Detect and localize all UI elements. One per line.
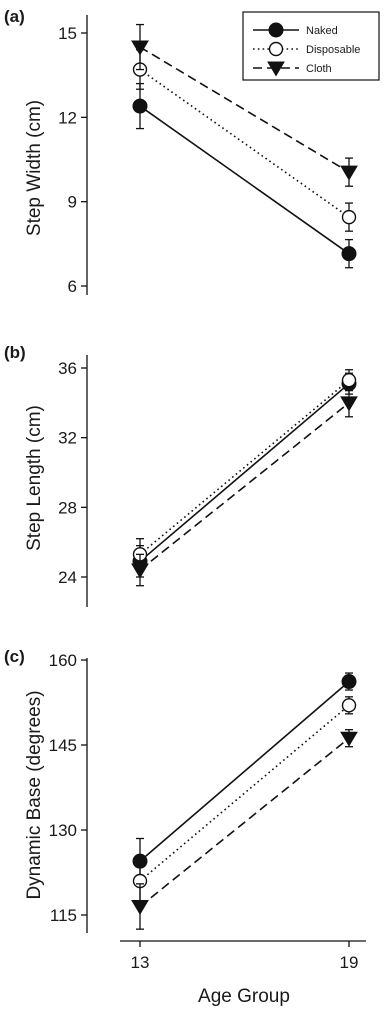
x-tick-label: 13 <box>131 953 150 972</box>
y-axis-title: Dynamic Base (degrees) <box>24 690 45 899</box>
data-point <box>340 731 358 747</box>
panel-b: (b) 24 28 32 36 Step Length (cm) <box>4 343 358 607</box>
y-tick-label: 36 <box>58 359 77 378</box>
y-axis-title: Step Width (cm) <box>24 100 45 236</box>
data-point <box>341 674 357 690</box>
series-disposable <box>132 696 357 902</box>
legend-marker <box>268 22 284 38</box>
data-point <box>131 563 149 579</box>
y-tick-label: 145 <box>49 736 77 755</box>
data-point <box>340 396 358 412</box>
y-tick-label: 9 <box>68 193 77 212</box>
legend-label: Naked <box>306 25 338 37</box>
series-line <box>139 704 350 882</box>
y-tick-label: 130 <box>49 821 77 840</box>
data-point <box>131 900 149 915</box>
data-point <box>340 165 358 181</box>
series-line <box>139 105 350 255</box>
legend-box <box>242 11 380 81</box>
series-line <box>139 402 350 571</box>
y-tick-label: 115 <box>50 906 77 925</box>
legend-marker <box>267 61 285 77</box>
x-tick-label: 19 <box>340 953 359 972</box>
series-line <box>139 46 350 173</box>
data-point <box>341 209 357 225</box>
y-axis-title: Step Length (cm) <box>24 405 45 551</box>
y-tick-label: 12 <box>58 108 77 127</box>
data-point <box>341 246 357 262</box>
panel-c: (c) 115 130 145 160 Dynamic Base (degrees) 13 1… <box>4 647 366 1007</box>
y-tick-label: 32 <box>58 429 77 448</box>
y-tick-label: 15 <box>58 24 77 43</box>
data-point <box>132 98 148 114</box>
y-tick-label: 6 <box>68 277 77 296</box>
data-point <box>341 372 357 388</box>
data-point <box>131 40 149 56</box>
panel-a: (a) 6 9 12 15 Step Width (cm) Naked Disposable C… <box>4 7 380 296</box>
panel-label: (b) <box>4 343 26 362</box>
y-tick-label: 28 <box>58 498 77 517</box>
y-tick-label: 24 <box>58 568 77 587</box>
series-cloth <box>131 23 358 187</box>
panel-label: (a) <box>4 7 25 26</box>
series-naked <box>132 82 357 269</box>
x-axis-title: Age Group <box>198 986 290 1007</box>
y-tick-label: 160 <box>49 651 77 670</box>
series-line <box>139 680 350 862</box>
series-line <box>139 737 350 908</box>
legend-label: Cloth <box>306 63 332 75</box>
panel-label: (c) <box>4 647 25 666</box>
series-line <box>139 383 350 562</box>
series-line <box>139 68 350 218</box>
series-naked <box>132 372 357 578</box>
series-line <box>139 379 350 555</box>
series-cloth <box>131 729 358 930</box>
series-disposable <box>132 369 357 571</box>
data-point <box>341 698 357 713</box>
series-cloth <box>131 388 358 587</box>
legend-marker <box>268 41 284 57</box>
series-naked <box>132 672 357 885</box>
legend: Naked Disposable Cloth <box>242 11 380 81</box>
legend-label: Disposable <box>306 44 360 56</box>
